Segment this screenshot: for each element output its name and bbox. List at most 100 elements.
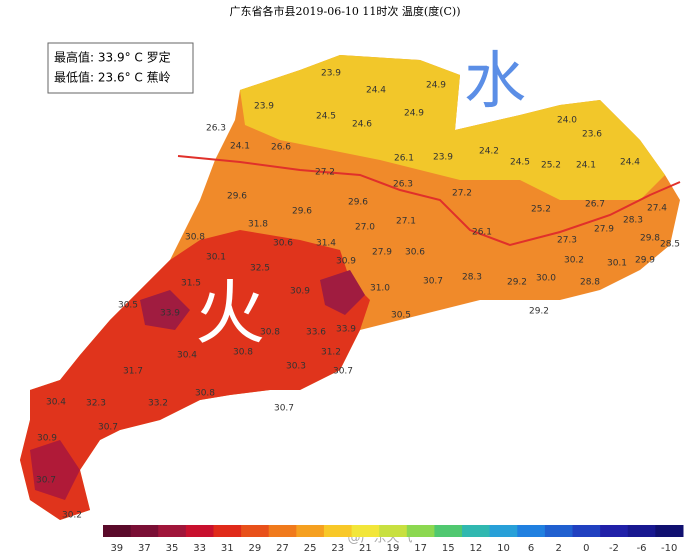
temp-label: 24.9 — [426, 81, 446, 91]
temp-label: 27.2 — [315, 168, 335, 178]
colorbar-label: 12 — [469, 543, 482, 554]
temp-label: 27.3 — [557, 236, 577, 246]
temp-label: 27.4 — [647, 204, 667, 214]
hottest-zone — [30, 440, 80, 500]
colorbar-segment — [241, 525, 270, 537]
temp-label: 30.0 — [536, 274, 556, 284]
temp-label: 30.3 — [286, 362, 306, 372]
temp-label: 27.9 — [594, 225, 614, 235]
temp-label: 30.7 — [423, 277, 443, 287]
temp-label: 24.6 — [352, 120, 372, 130]
temp-label: 30.5 — [118, 301, 138, 311]
temp-label: 24.5 — [316, 112, 336, 122]
temp-label: 30.9 — [37, 434, 57, 444]
temp-label: 30.8 — [195, 389, 215, 399]
temp-label: 26.6 — [271, 143, 291, 153]
temp-label: 30.9 — [290, 287, 310, 297]
map-title: 广东省各市县2019-06-10 11时次 温度(度(C)) — [230, 4, 461, 18]
colorbar-segment — [600, 525, 629, 537]
colorbar-segment — [434, 525, 463, 537]
temp-label: 29.6 — [348, 198, 368, 208]
boundary-line — [177, 155, 681, 247]
temp-label: 28.8 — [580, 278, 600, 288]
temp-label: 24.4 — [620, 158, 640, 168]
temp-label: 28.5 — [660, 240, 680, 250]
colorbar-segment — [296, 525, 325, 537]
hottest-zone — [140, 290, 190, 330]
colorbar-segment — [655, 525, 684, 537]
temp-label: 25.2 — [541, 161, 561, 171]
colorbar-label: 29 — [249, 543, 262, 554]
colorbar-segment — [544, 525, 574, 537]
temp-label: 31.2 — [321, 348, 341, 358]
temp-label: 27.2 — [452, 189, 472, 199]
temp-label: 30.4 — [46, 398, 66, 408]
temp-label: 24.4 — [366, 86, 386, 96]
temp-label: 27.9 — [372, 248, 392, 258]
temp-label: 24.0 — [557, 116, 577, 126]
colorbar-segment — [406, 525, 435, 537]
temp-label: 30.6 — [273, 239, 293, 249]
temp-label: 26.7 — [585, 200, 605, 210]
temp-label: 28.3 — [623, 216, 643, 226]
temp-label: 33.9 — [336, 325, 356, 335]
temp-label: 31.5 — [181, 279, 201, 289]
temp-label: 26.3 — [206, 124, 226, 134]
stats-box — [47, 42, 194, 94]
colorbar-label: 10 — [497, 543, 510, 554]
colorbar-segment — [517, 525, 546, 537]
temp-label: 30.9 — [336, 257, 356, 267]
temp-label: 23.6 — [582, 130, 602, 140]
temp-label: 26.1 — [472, 228, 492, 238]
stat-min: 最低值: 23.6° C 蕉岭 — [54, 70, 171, 85]
colorbar-label: 23 — [331, 543, 344, 554]
temp-label: 29.8 — [640, 234, 660, 244]
colorbar-segment — [268, 525, 297, 537]
temp-label: 28.3 — [462, 273, 482, 283]
temp-label: 24.2 — [479, 147, 499, 157]
colorbar-label: -6 — [637, 543, 647, 554]
temp-label: 29.6 — [227, 192, 247, 202]
temp-label: 32.5 — [250, 264, 270, 274]
temp-label: 29.2 — [507, 278, 527, 288]
colorbar-label: 35 — [166, 543, 179, 554]
colorbar-label: 19 — [387, 543, 400, 554]
colorbar-label: 21 — [359, 543, 372, 554]
colorbar-segment — [130, 525, 159, 537]
temp-label: 30.1 — [206, 253, 226, 263]
colorbar-label: 17 — [414, 543, 427, 554]
temp-label: 30.8 — [260, 328, 280, 338]
temp-label: 30.2 — [564, 256, 584, 266]
colorbar-segment — [158, 525, 187, 537]
temp-label: 27.0 — [355, 223, 375, 233]
temp-label: 30.7 — [98, 423, 118, 433]
colorbar-segment — [323, 525, 353, 537]
colorbar-label: 33 — [193, 543, 206, 554]
colorbar-segment — [213, 525, 242, 537]
colorbar-segment — [572, 525, 601, 537]
temp-label: 23.9 — [433, 153, 453, 163]
colorbar-label: 27 — [276, 543, 289, 554]
colorbar-label: 37 — [138, 543, 151, 554]
temp-label: 31.8 — [248, 220, 268, 230]
temp-label: 27.1 — [396, 217, 416, 227]
colorbar-label: 25 — [304, 543, 317, 554]
colorbar-segment — [462, 525, 491, 537]
temp-label: 30.8 — [185, 233, 205, 243]
temp-label: 24.9 — [404, 109, 424, 119]
temp-label: 31.4 — [316, 239, 336, 249]
cool-zone — [240, 55, 665, 200]
colorbar-label: 0 — [583, 543, 589, 554]
temp-label: 24.5 — [510, 158, 530, 168]
temp-label: 32.3 — [86, 399, 106, 409]
colorbar-label: 39 — [110, 543, 123, 554]
temp-label: 24.1 — [576, 161, 596, 171]
colorbar-label: -10 — [661, 543, 677, 554]
temp-label: 26.3 — [393, 180, 413, 190]
temp-label: 25.2 — [531, 205, 551, 215]
colorbar-segment — [627, 525, 656, 537]
temp-label: 30.7 — [333, 367, 353, 377]
colorbar-segment — [351, 525, 380, 537]
hot-zone — [20, 230, 370, 520]
hottest-zone — [320, 270, 365, 315]
